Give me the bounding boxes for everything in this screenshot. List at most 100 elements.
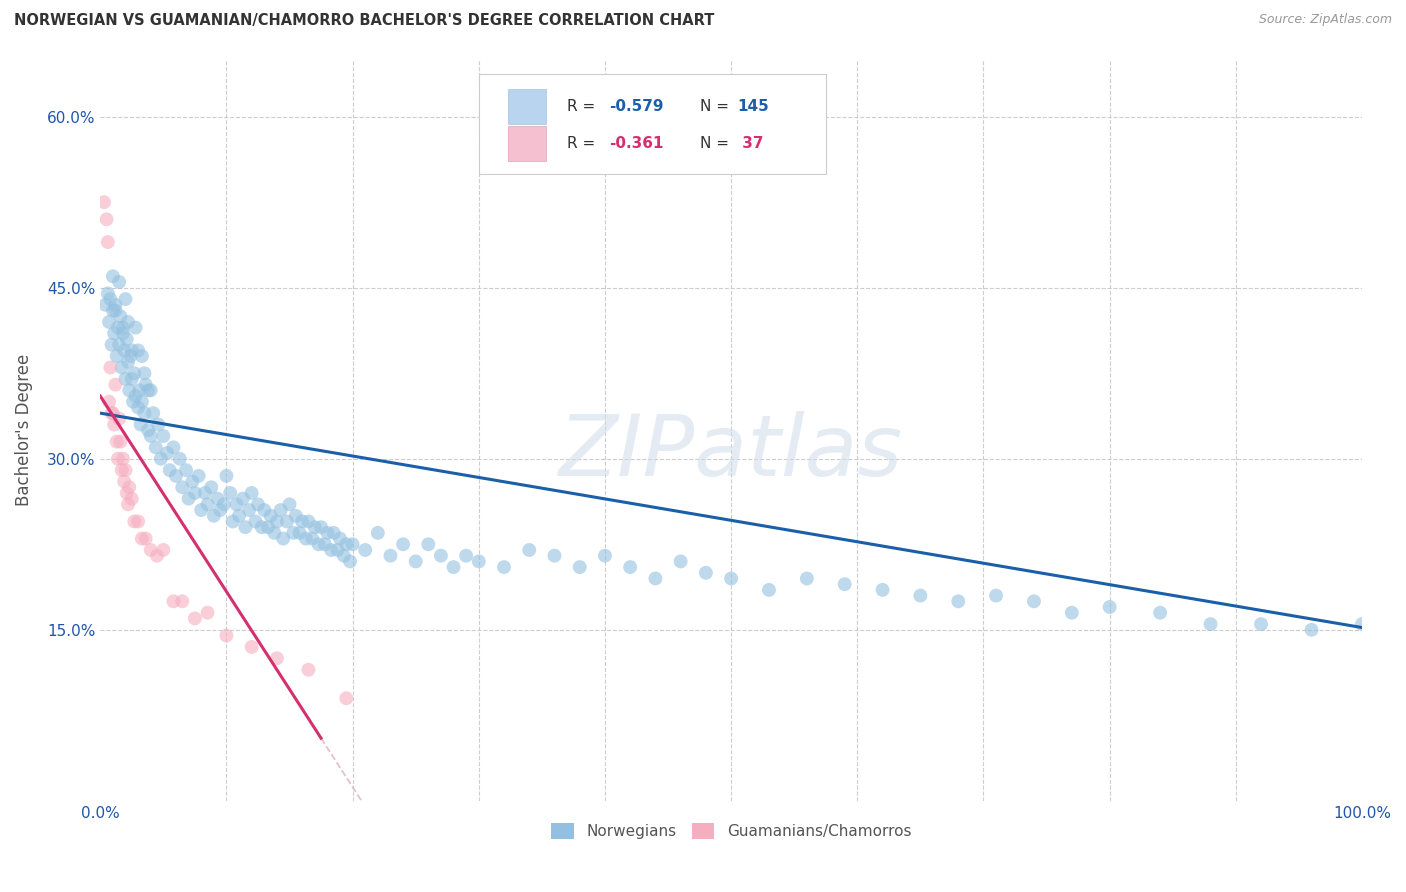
Point	[669, 554, 692, 568]
Point	[720, 572, 742, 586]
Point	[238, 503, 260, 517]
Point	[215, 628, 238, 642]
Point	[118, 384, 141, 398]
Point	[367, 525, 389, 540]
Point	[948, 594, 970, 608]
Point	[207, 491, 229, 506]
Text: R =: R =	[567, 99, 595, 114]
Point	[129, 417, 152, 432]
Point	[114, 292, 136, 306]
Point	[121, 491, 143, 506]
Point	[430, 549, 453, 563]
Point	[112, 475, 135, 489]
Point	[108, 412, 131, 426]
Point	[105, 349, 128, 363]
Point	[283, 525, 305, 540]
Point	[322, 525, 344, 540]
Point	[266, 651, 288, 665]
Point	[111, 326, 134, 341]
Point	[568, 560, 591, 574]
Point	[872, 582, 894, 597]
Point	[984, 589, 1007, 603]
Point	[695, 566, 717, 580]
Point	[246, 497, 269, 511]
Point	[304, 520, 326, 534]
Bar	[508, 126, 546, 161]
Point	[146, 549, 169, 563]
Text: 37: 37	[737, 136, 763, 151]
Point	[111, 451, 134, 466]
Point	[162, 441, 184, 455]
Point	[295, 532, 318, 546]
Point	[253, 503, 276, 517]
Point	[1351, 617, 1374, 632]
Point	[184, 486, 207, 500]
Point	[263, 525, 285, 540]
Point	[276, 515, 298, 529]
Point	[156, 446, 179, 460]
Point	[134, 406, 156, 420]
Point	[103, 417, 125, 432]
Point	[492, 560, 515, 574]
Point	[644, 572, 666, 586]
Point	[212, 497, 235, 511]
Point	[250, 520, 273, 534]
Point	[165, 468, 187, 483]
Text: -0.361: -0.361	[609, 136, 664, 151]
Legend: Norwegians, Guamanians/Chamorros: Norwegians, Guamanians/Chamorros	[546, 817, 917, 845]
Point	[543, 549, 565, 563]
Point	[98, 315, 121, 329]
Point	[468, 554, 491, 568]
Point	[127, 343, 149, 358]
Point	[100, 337, 122, 351]
Point	[232, 491, 254, 506]
Point	[240, 640, 263, 654]
Point	[104, 377, 127, 392]
Point	[97, 286, 120, 301]
Point	[96, 212, 118, 227]
Point	[301, 532, 323, 546]
Point	[115, 332, 138, 346]
Point	[148, 417, 170, 432]
Point	[114, 463, 136, 477]
Point	[333, 549, 356, 563]
Point	[131, 349, 153, 363]
Point	[127, 515, 149, 529]
Point	[131, 394, 153, 409]
Point	[93, 195, 115, 210]
Point	[1022, 594, 1045, 608]
Point	[619, 560, 641, 574]
Point	[228, 508, 250, 523]
Point	[271, 532, 294, 546]
Point	[339, 554, 361, 568]
Point	[117, 315, 139, 329]
Point	[101, 303, 124, 318]
Point	[342, 537, 364, 551]
Point	[104, 298, 127, 312]
Point	[111, 360, 134, 375]
Point	[314, 537, 336, 551]
Point	[136, 384, 159, 398]
Point	[297, 663, 319, 677]
Point	[124, 389, 146, 403]
Text: -0.579: -0.579	[609, 99, 664, 114]
Text: NORWEGIAN VS GUAMANIAN/CHAMORRO BACHELOR'S DEGREE CORRELATION CHART: NORWEGIAN VS GUAMANIAN/CHAMORRO BACHELOR…	[14, 13, 714, 29]
Point	[284, 508, 307, 523]
Point	[309, 520, 332, 534]
Point	[111, 320, 134, 334]
Point	[135, 532, 157, 546]
Point	[1301, 623, 1323, 637]
Point	[270, 503, 292, 517]
Point	[181, 475, 204, 489]
Point	[107, 320, 129, 334]
Point	[1250, 617, 1272, 632]
Point	[104, 303, 127, 318]
Point	[152, 543, 174, 558]
Point	[215, 468, 238, 483]
Point	[124, 366, 146, 380]
Point	[117, 497, 139, 511]
Point	[135, 377, 157, 392]
Point	[108, 337, 131, 351]
Point	[100, 406, 122, 420]
Text: ZIPatlas: ZIPatlas	[560, 411, 903, 494]
